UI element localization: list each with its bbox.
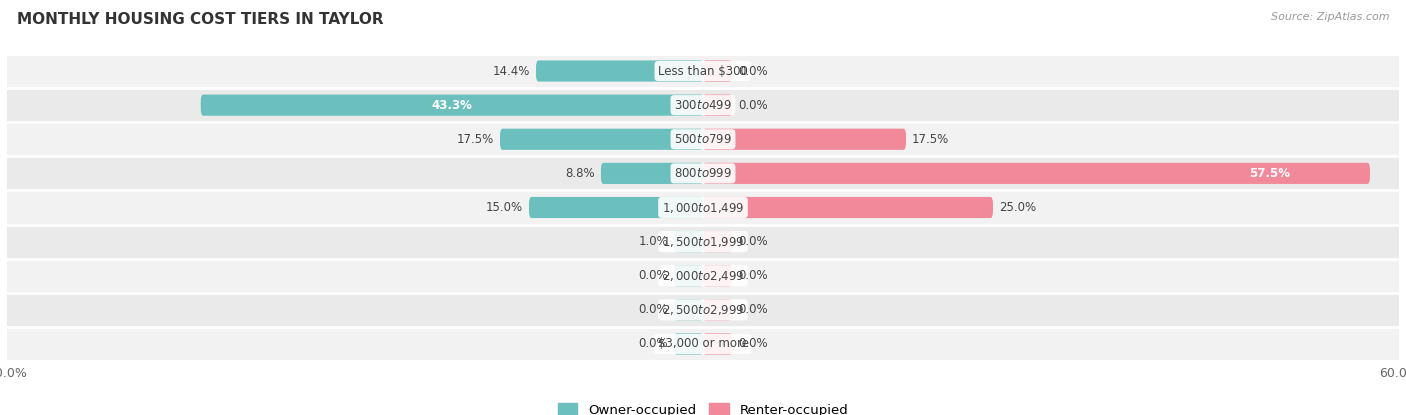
Bar: [7, 122, 1399, 156]
FancyBboxPatch shape: [703, 163, 1369, 184]
Bar: [7, 88, 1399, 122]
Text: $300 to $499: $300 to $499: [673, 99, 733, 112]
Text: Source: ZipAtlas.com: Source: ZipAtlas.com: [1271, 12, 1389, 22]
Text: 0.0%: 0.0%: [738, 303, 768, 316]
FancyBboxPatch shape: [529, 197, 703, 218]
Text: Less than $300: Less than $300: [658, 64, 748, 78]
Text: 0.0%: 0.0%: [738, 337, 768, 351]
Text: 0.0%: 0.0%: [738, 99, 768, 112]
Bar: [7, 225, 1399, 259]
Bar: [7, 156, 1399, 190]
Bar: [7, 190, 1399, 225]
Text: $2,000 to $2,499: $2,000 to $2,499: [662, 269, 744, 283]
Text: 17.5%: 17.5%: [912, 133, 949, 146]
Text: 0.0%: 0.0%: [638, 269, 668, 282]
FancyBboxPatch shape: [703, 61, 733, 82]
FancyBboxPatch shape: [703, 299, 733, 320]
Bar: [7, 293, 1399, 327]
FancyBboxPatch shape: [703, 95, 733, 116]
FancyBboxPatch shape: [536, 61, 703, 82]
Bar: [7, 259, 1399, 293]
FancyBboxPatch shape: [703, 333, 733, 354]
Bar: [7, 54, 1399, 88]
Text: 17.5%: 17.5%: [457, 133, 495, 146]
FancyBboxPatch shape: [703, 129, 905, 150]
FancyBboxPatch shape: [703, 231, 733, 252]
Text: $500 to $799: $500 to $799: [673, 133, 733, 146]
Legend: Owner-occupied, Renter-occupied: Owner-occupied, Renter-occupied: [553, 398, 853, 415]
FancyBboxPatch shape: [600, 163, 703, 184]
Text: $3,000 or more: $3,000 or more: [658, 337, 748, 351]
Text: 0.0%: 0.0%: [638, 303, 668, 316]
Text: 14.4%: 14.4%: [492, 64, 530, 78]
Text: $1,000 to $1,499: $1,000 to $1,499: [662, 200, 744, 215]
Text: 15.0%: 15.0%: [486, 201, 523, 214]
FancyBboxPatch shape: [703, 265, 733, 286]
Text: 0.0%: 0.0%: [638, 337, 668, 351]
FancyBboxPatch shape: [201, 95, 703, 116]
FancyBboxPatch shape: [501, 129, 703, 150]
Text: 0.0%: 0.0%: [738, 269, 768, 282]
Text: $2,500 to $2,999: $2,500 to $2,999: [662, 303, 744, 317]
Text: 0.0%: 0.0%: [738, 235, 768, 248]
Text: 57.5%: 57.5%: [1250, 167, 1291, 180]
FancyBboxPatch shape: [703, 197, 993, 218]
Text: MONTHLY HOUSING COST TIERS IN TAYLOR: MONTHLY HOUSING COST TIERS IN TAYLOR: [17, 12, 384, 27]
Bar: [7, 327, 1399, 361]
Text: 25.0%: 25.0%: [998, 201, 1036, 214]
Text: 0.0%: 0.0%: [738, 64, 768, 78]
FancyBboxPatch shape: [673, 333, 703, 354]
Text: 8.8%: 8.8%: [565, 167, 595, 180]
FancyBboxPatch shape: [673, 299, 703, 320]
Text: $800 to $999: $800 to $999: [673, 167, 733, 180]
Text: 1.0%: 1.0%: [638, 235, 668, 248]
FancyBboxPatch shape: [673, 231, 703, 252]
Text: 43.3%: 43.3%: [432, 99, 472, 112]
FancyBboxPatch shape: [673, 265, 703, 286]
Text: $1,500 to $1,999: $1,500 to $1,999: [662, 234, 744, 249]
